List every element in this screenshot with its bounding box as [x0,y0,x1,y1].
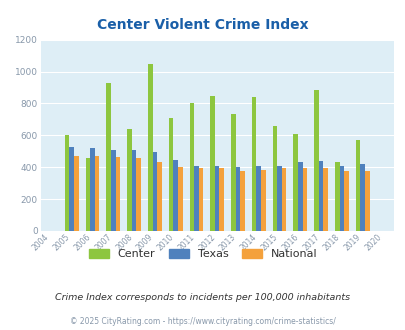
Bar [136,158,141,231]
Bar [69,147,74,231]
Bar [210,96,214,231]
Bar [343,171,348,231]
Bar [334,162,339,231]
Bar [127,129,132,231]
Bar [148,64,152,231]
Bar [74,156,79,231]
Bar [106,82,111,231]
Bar [256,166,260,231]
Bar [240,171,244,231]
Bar [272,126,277,231]
Bar [189,103,194,231]
Bar [235,167,240,231]
Bar [95,156,99,231]
Bar [318,160,323,231]
Bar [168,118,173,231]
Bar [339,166,343,231]
Text: Center Violent Crime Index: Center Violent Crime Index [97,18,308,32]
Bar [364,171,369,231]
Text: Crime Index corresponds to incidents per 100,000 inhabitants: Crime Index corresponds to incidents per… [55,292,350,302]
Bar [214,166,219,231]
Bar [230,114,235,231]
Bar [360,164,364,231]
Bar [85,158,90,231]
Bar [355,140,360,231]
Bar [302,168,307,231]
Bar [281,168,286,231]
Bar [132,150,136,231]
Bar [157,162,161,231]
Bar [111,150,115,231]
Bar [173,160,177,231]
Bar [152,152,157,231]
Bar [251,97,256,231]
Bar [313,90,318,231]
Legend: Center, Texas, National: Center, Texas, National [84,244,321,263]
Bar [323,168,327,231]
Bar [198,169,203,231]
Bar [65,135,69,231]
Bar [260,170,265,231]
Bar [277,166,281,231]
Bar [115,157,120,231]
Bar [297,162,302,231]
Bar [90,148,95,231]
Bar [219,169,224,231]
Text: © 2025 CityRating.com - https://www.cityrating.com/crime-statistics/: © 2025 CityRating.com - https://www.city… [70,317,335,326]
Bar [293,134,297,231]
Bar [194,166,198,231]
Bar [177,167,182,231]
